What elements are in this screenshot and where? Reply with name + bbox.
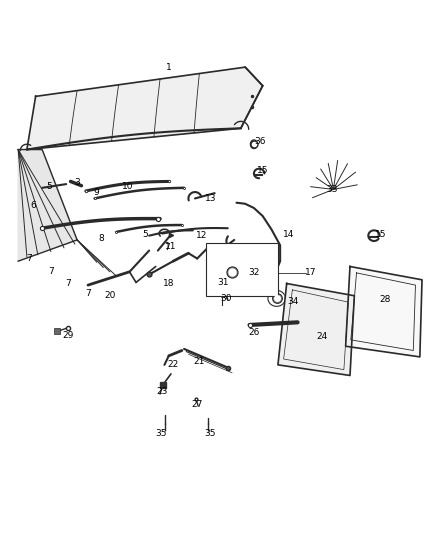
Text: 22: 22	[167, 360, 179, 369]
Text: 7: 7	[26, 254, 32, 263]
Text: 7: 7	[66, 279, 71, 288]
Text: 32: 32	[248, 269, 260, 277]
Text: 34: 34	[287, 296, 299, 305]
Text: 35: 35	[205, 430, 216, 439]
Text: 1: 1	[166, 63, 172, 71]
Text: 35: 35	[155, 430, 167, 439]
Text: 36: 36	[255, 137, 266, 146]
Text: 5: 5	[142, 230, 148, 239]
Text: 5: 5	[46, 182, 52, 191]
Text: 17: 17	[305, 269, 316, 277]
Text: 14: 14	[283, 230, 294, 239]
Polygon shape	[27, 67, 263, 150]
Text: 23: 23	[156, 387, 168, 396]
Text: 6: 6	[31, 201, 36, 210]
Text: 11: 11	[165, 242, 177, 251]
Polygon shape	[278, 284, 354, 375]
Text: 13: 13	[205, 194, 216, 203]
Text: 7: 7	[48, 268, 54, 276]
Polygon shape	[18, 150, 77, 261]
Text: 21: 21	[194, 357, 205, 366]
Text: 33: 33	[327, 185, 338, 194]
Text: 15: 15	[375, 230, 386, 239]
Text: 7: 7	[85, 288, 91, 297]
Text: 3: 3	[74, 178, 80, 187]
Text: 20: 20	[104, 291, 116, 300]
Text: 9: 9	[94, 188, 99, 197]
Text: 26: 26	[248, 328, 260, 337]
Text: 29: 29	[63, 331, 74, 340]
Text: 12: 12	[196, 231, 207, 240]
Text: 28: 28	[379, 295, 391, 304]
Text: 18: 18	[163, 279, 174, 288]
Text: 8: 8	[98, 234, 104, 243]
FancyBboxPatch shape	[206, 243, 278, 296]
Text: 7: 7	[164, 244, 170, 253]
Polygon shape	[346, 266, 422, 357]
Text: 27: 27	[191, 400, 203, 409]
Text: 30: 30	[220, 294, 231, 303]
Text: 31: 31	[218, 278, 229, 287]
Text: 15: 15	[257, 166, 268, 175]
Text: 24: 24	[316, 332, 327, 341]
Text: 10: 10	[122, 182, 133, 191]
